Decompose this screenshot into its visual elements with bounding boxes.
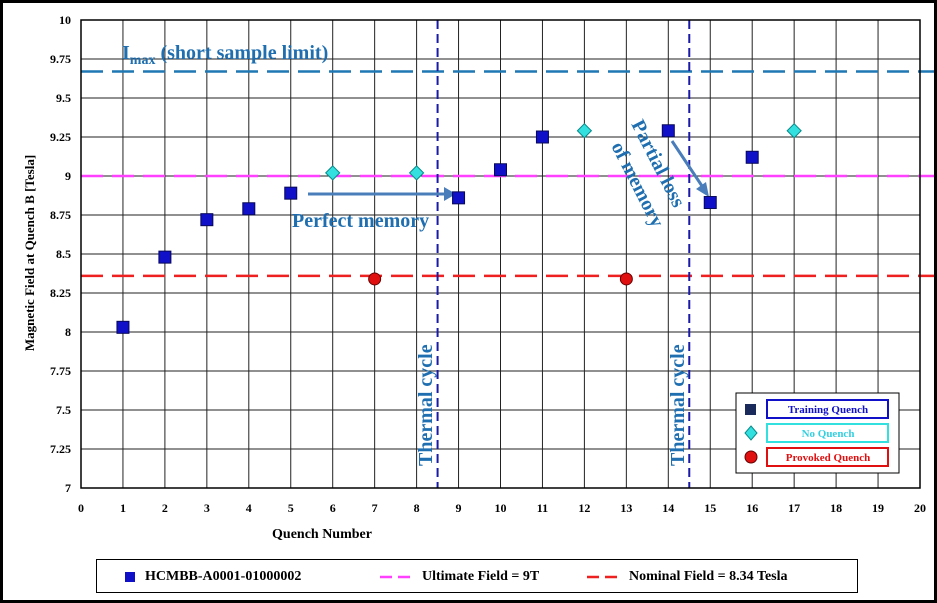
x-tick-label: 11 bbox=[537, 501, 548, 515]
x-tick-label: 10 bbox=[495, 501, 507, 515]
training-quench-point bbox=[452, 191, 466, 205]
series-square-marker bbox=[125, 572, 135, 582]
y-tick-label: 8.25 bbox=[50, 286, 71, 300]
perfect-memory-arrowhead bbox=[444, 187, 456, 201]
x-axis-label: Quench Number bbox=[272, 527, 372, 542]
provoked-quench-point bbox=[619, 272, 633, 286]
legend-noquench-marker bbox=[744, 425, 758, 441]
y-tick-label: 10 bbox=[59, 13, 71, 27]
x-tick-label: 18 bbox=[830, 501, 842, 515]
x-tick-label: 15 bbox=[704, 501, 716, 515]
plot-area-border bbox=[80, 19, 921, 489]
training-quench-point bbox=[200, 213, 214, 227]
training-quench-point bbox=[158, 250, 172, 264]
legend-training-box bbox=[766, 399, 889, 419]
legend-training-label: Training Quench bbox=[788, 404, 868, 416]
no-quench-point bbox=[576, 123, 593, 139]
y-tick-label: 7 bbox=[65, 481, 71, 495]
x-tick-labels: 0 1 2 3 4 5 6 7 8 9 10 11 12 13 14 15 16 17 18 19 20 bbox=[78, 501, 926, 515]
training-quench-point bbox=[745, 150, 759, 164]
nominal-dash-marker bbox=[587, 575, 619, 579]
imax-rest: (short sample limit) bbox=[155, 42, 328, 64]
legend-provoked-label: Provoked Quench bbox=[786, 452, 870, 464]
training-quench-point bbox=[284, 186, 298, 200]
legend-noquench-label: No Quench bbox=[802, 428, 855, 440]
y-tick-label: 8.75 bbox=[50, 208, 71, 222]
training-quench-point bbox=[116, 320, 130, 334]
legend-series-label: HCMBB-A0001-01000002 bbox=[145, 569, 302, 584]
training-quench-point bbox=[494, 163, 507, 177]
perfect-memory-label: Perfect memory bbox=[292, 210, 429, 232]
x-tick-label: 6 bbox=[330, 501, 336, 515]
x-tick-label: 14 bbox=[662, 501, 674, 515]
x-tick-label: 7 bbox=[372, 501, 378, 515]
legend-series-item: HCMBB-A0001-01000002 bbox=[125, 560, 301, 594]
x-tick-label: 2 bbox=[162, 501, 168, 515]
x-tick-label: 17 bbox=[788, 501, 800, 515]
partial-loss-arrowhead bbox=[696, 182, 709, 197]
no-quench-point bbox=[324, 165, 341, 181]
x-tick-label: 16 bbox=[746, 501, 758, 515]
y-tick-label: 9.5 bbox=[56, 91, 71, 105]
legend-nominal-label: Nominal Field = 8.34 Tesla bbox=[629, 569, 788, 584]
no-quench-point bbox=[408, 165, 425, 181]
training-quench-point bbox=[661, 124, 675, 138]
y-tick-label: 7.75 bbox=[50, 364, 71, 378]
legend-training-marker bbox=[745, 404, 756, 415]
ultimate-dash-marker bbox=[380, 575, 412, 579]
y-axis-label: Magnetic Field at Quench B [Tesla] bbox=[22, 155, 37, 351]
y-tick-label: 8 bbox=[65, 325, 71, 339]
inner-legend: Training Quench No Quench Provoked Quenc… bbox=[735, 392, 900, 474]
legend-provoked-box bbox=[766, 447, 889, 467]
y-tick-label: 8.5 bbox=[56, 247, 71, 261]
x-tick-label: 4 bbox=[246, 501, 252, 515]
bottom-legend: HCMBB-A0001-01000002 Ultimate Field = 9T… bbox=[96, 559, 858, 593]
x-tick-label: 9 bbox=[456, 501, 462, 515]
y-tick-label: 9.25 bbox=[50, 130, 71, 144]
x-tick-label: 5 bbox=[288, 501, 294, 515]
x-tick-label: 13 bbox=[620, 501, 632, 515]
thermal-cycle-label-2: Thermal cycle bbox=[667, 344, 689, 466]
x-tick-label: 3 bbox=[204, 501, 210, 515]
imax-main: I bbox=[122, 42, 130, 64]
x-tick-label: 8 bbox=[414, 501, 420, 515]
training-quench-point bbox=[242, 202, 256, 216]
data-points bbox=[116, 123, 802, 334]
partial-loss-arrow bbox=[670, 140, 704, 187]
y-tick-labels: 7 7.25 7.5 7.75 8 8.25 8.5 8.75 9 9.25 9.5 9.75 10 bbox=[50, 13, 71, 495]
legend-ultimate-item: Ultimate Field = 9T bbox=[380, 560, 539, 594]
imax-annotation: Imax (short sample limit) bbox=[122, 42, 328, 68]
x-tick-label: 19 bbox=[872, 501, 884, 515]
training-quench-point bbox=[535, 130, 549, 144]
legend-ultimate-label: Ultimate Field = 9T bbox=[422, 569, 540, 584]
legend-provoked-marker bbox=[744, 450, 758, 464]
legend-nominal-item: Nominal Field = 8.34 Tesla bbox=[587, 560, 788, 594]
thermal-cycle-label-1: Thermal cycle bbox=[415, 344, 437, 466]
x-tick-label: 1 bbox=[120, 501, 126, 515]
legend-noquench-box bbox=[766, 423, 889, 443]
imax-subscript: max bbox=[130, 53, 156, 68]
no-quench-point bbox=[786, 123, 802, 139]
y-tick-label: 9 bbox=[65, 169, 71, 183]
x-tick-label: 12 bbox=[578, 501, 590, 515]
reference-lines bbox=[81, 20, 934, 488]
x-tick-label: 20 bbox=[914, 501, 926, 515]
y-tick-label: 7.25 bbox=[50, 442, 71, 456]
provoked-quench-point bbox=[368, 272, 382, 286]
x-tick-label: 0 bbox=[78, 501, 84, 515]
training-quench-point bbox=[703, 196, 717, 210]
y-tick-label: 9.75 bbox=[50, 52, 71, 66]
y-tick-label: 7.5 bbox=[56, 403, 71, 417]
